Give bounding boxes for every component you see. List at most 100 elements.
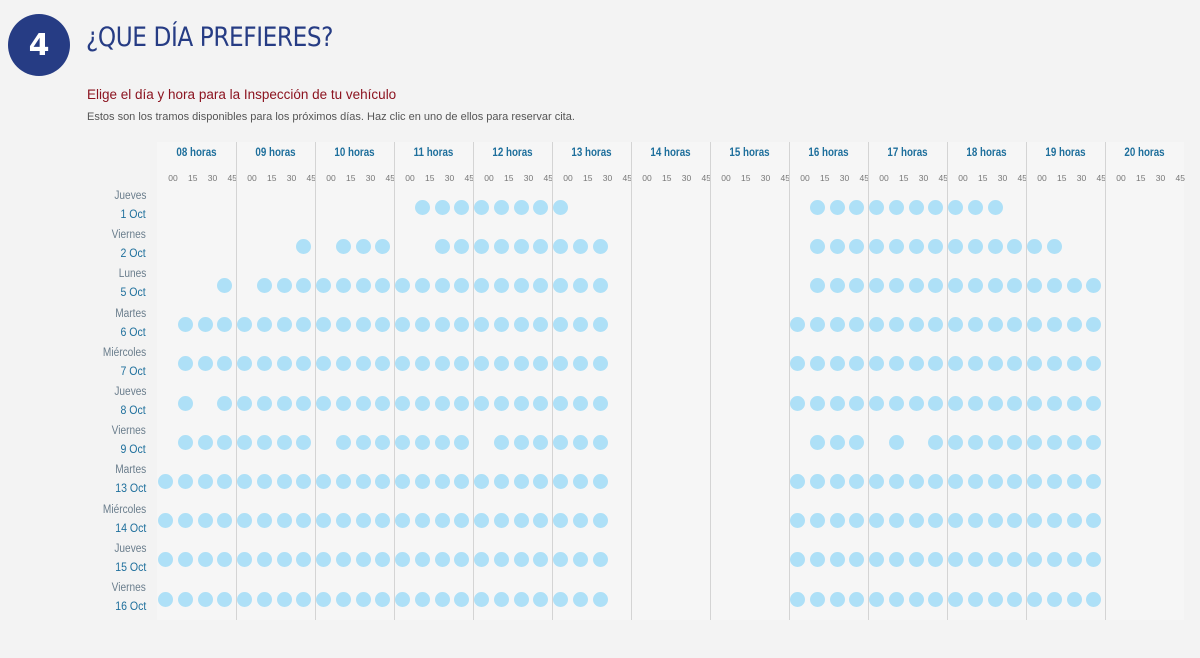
time-slot-button[interactable]	[395, 434, 410, 450]
time-slot-button[interactable]	[987, 591, 1003, 607]
time-slot-button[interactable]	[296, 513, 312, 529]
time-slot-button[interactable]	[809, 513, 825, 529]
time-slot-button[interactable]	[296, 238, 312, 254]
time-slot-button[interactable]	[395, 317, 410, 333]
time-slot-button[interactable]	[1066, 395, 1082, 411]
time-slot-button[interactable]	[908, 513, 924, 529]
time-slot-button[interactable]	[256, 552, 272, 568]
time-slot-button[interactable]	[592, 395, 608, 411]
time-slot-button[interactable]	[553, 473, 568, 489]
time-slot-button[interactable]	[454, 238, 470, 254]
time-slot-button[interactable]	[296, 356, 312, 372]
time-slot-button[interactable]	[869, 199, 884, 215]
time-slot-button[interactable]	[454, 356, 470, 372]
time-slot-button[interactable]	[829, 199, 845, 215]
time-slot-button[interactable]	[434, 434, 450, 450]
time-slot-button[interactable]	[177, 317, 193, 333]
time-slot-button[interactable]	[829, 434, 845, 450]
time-slot-button[interactable]	[592, 356, 608, 372]
time-slot-button[interactable]	[1046, 473, 1062, 489]
time-slot-button[interactable]	[928, 513, 944, 529]
time-slot-button[interactable]	[454, 434, 470, 450]
time-slot-button[interactable]	[967, 356, 983, 372]
time-slot-button[interactable]	[434, 317, 450, 333]
time-slot-button[interactable]	[533, 317, 549, 333]
time-slot-button[interactable]	[1027, 277, 1042, 293]
time-slot-button[interactable]	[553, 238, 568, 254]
time-slot-button[interactable]	[572, 434, 588, 450]
time-slot-button[interactable]	[493, 356, 509, 372]
time-slot-button[interactable]	[237, 552, 252, 568]
time-slot-button[interactable]	[1027, 356, 1042, 372]
time-slot-button[interactable]	[355, 552, 371, 568]
time-slot-button[interactable]	[414, 473, 430, 489]
time-slot-button[interactable]	[928, 395, 944, 411]
time-slot-button[interactable]	[987, 277, 1003, 293]
time-slot-button[interactable]	[256, 395, 272, 411]
time-slot-button[interactable]	[790, 317, 805, 333]
time-slot-button[interactable]	[375, 473, 391, 489]
time-slot-button[interactable]	[375, 513, 391, 529]
time-slot-button[interactable]	[513, 356, 529, 372]
time-slot-button[interactable]	[1086, 434, 1102, 450]
time-slot-button[interactable]	[375, 591, 391, 607]
time-slot-button[interactable]	[948, 317, 963, 333]
time-slot-button[interactable]	[335, 552, 351, 568]
time-slot-button[interactable]	[375, 317, 391, 333]
time-slot-button[interactable]	[355, 513, 371, 529]
time-slot-button[interactable]	[908, 199, 924, 215]
time-slot-button[interactable]	[533, 552, 549, 568]
time-slot-button[interactable]	[237, 473, 252, 489]
time-slot-button[interactable]	[849, 591, 865, 607]
time-slot-button[interactable]	[888, 513, 904, 529]
time-slot-button[interactable]	[414, 552, 430, 568]
time-slot-button[interactable]	[908, 473, 924, 489]
time-slot-button[interactable]	[355, 395, 371, 411]
time-slot-button[interactable]	[1007, 552, 1023, 568]
time-slot-button[interactable]	[474, 199, 489, 215]
time-slot-button[interactable]	[572, 238, 588, 254]
time-slot-button[interactable]	[888, 317, 904, 333]
time-slot-button[interactable]	[493, 552, 509, 568]
time-slot-button[interactable]	[296, 317, 312, 333]
time-slot-button[interactable]	[276, 473, 292, 489]
time-slot-button[interactable]	[1086, 473, 1102, 489]
time-slot-button[interactable]	[533, 591, 549, 607]
time-slot-button[interactable]	[513, 317, 529, 333]
time-slot-button[interactable]	[829, 513, 845, 529]
time-slot-button[interactable]	[375, 238, 391, 254]
time-slot-button[interactable]	[967, 591, 983, 607]
time-slot-button[interactable]	[434, 552, 450, 568]
time-slot-button[interactable]	[296, 552, 312, 568]
time-slot-button[interactable]	[217, 277, 233, 293]
time-slot-button[interactable]	[790, 513, 805, 529]
time-slot-button[interactable]	[1007, 513, 1023, 529]
time-slot-button[interactable]	[849, 317, 865, 333]
time-slot-button[interactable]	[572, 473, 588, 489]
time-slot-button[interactable]	[1066, 434, 1082, 450]
time-slot-button[interactable]	[454, 277, 470, 293]
time-slot-button[interactable]	[177, 473, 193, 489]
time-slot-button[interactable]	[987, 552, 1003, 568]
time-slot-button[interactable]	[987, 395, 1003, 411]
time-slot-button[interactable]	[948, 513, 963, 529]
time-slot-button[interactable]	[395, 356, 410, 372]
time-slot-button[interactable]	[355, 277, 371, 293]
time-slot-button[interactable]	[533, 277, 549, 293]
time-slot-button[interactable]	[474, 238, 489, 254]
time-slot-button[interactable]	[316, 513, 331, 529]
time-slot-button[interactable]	[1086, 317, 1102, 333]
time-slot-button[interactable]	[474, 473, 489, 489]
time-slot-button[interactable]	[829, 238, 845, 254]
time-slot-button[interactable]	[928, 552, 944, 568]
time-slot-button[interactable]	[1046, 434, 1062, 450]
time-slot-button[interactable]	[158, 513, 173, 529]
time-slot-button[interactable]	[375, 552, 391, 568]
time-slot-button[interactable]	[967, 434, 983, 450]
time-slot-button[interactable]	[809, 277, 825, 293]
time-slot-button[interactable]	[256, 434, 272, 450]
time-slot-button[interactable]	[888, 434, 904, 450]
time-slot-button[interactable]	[533, 434, 549, 450]
time-slot-button[interactable]	[474, 356, 489, 372]
time-slot-button[interactable]	[967, 277, 983, 293]
